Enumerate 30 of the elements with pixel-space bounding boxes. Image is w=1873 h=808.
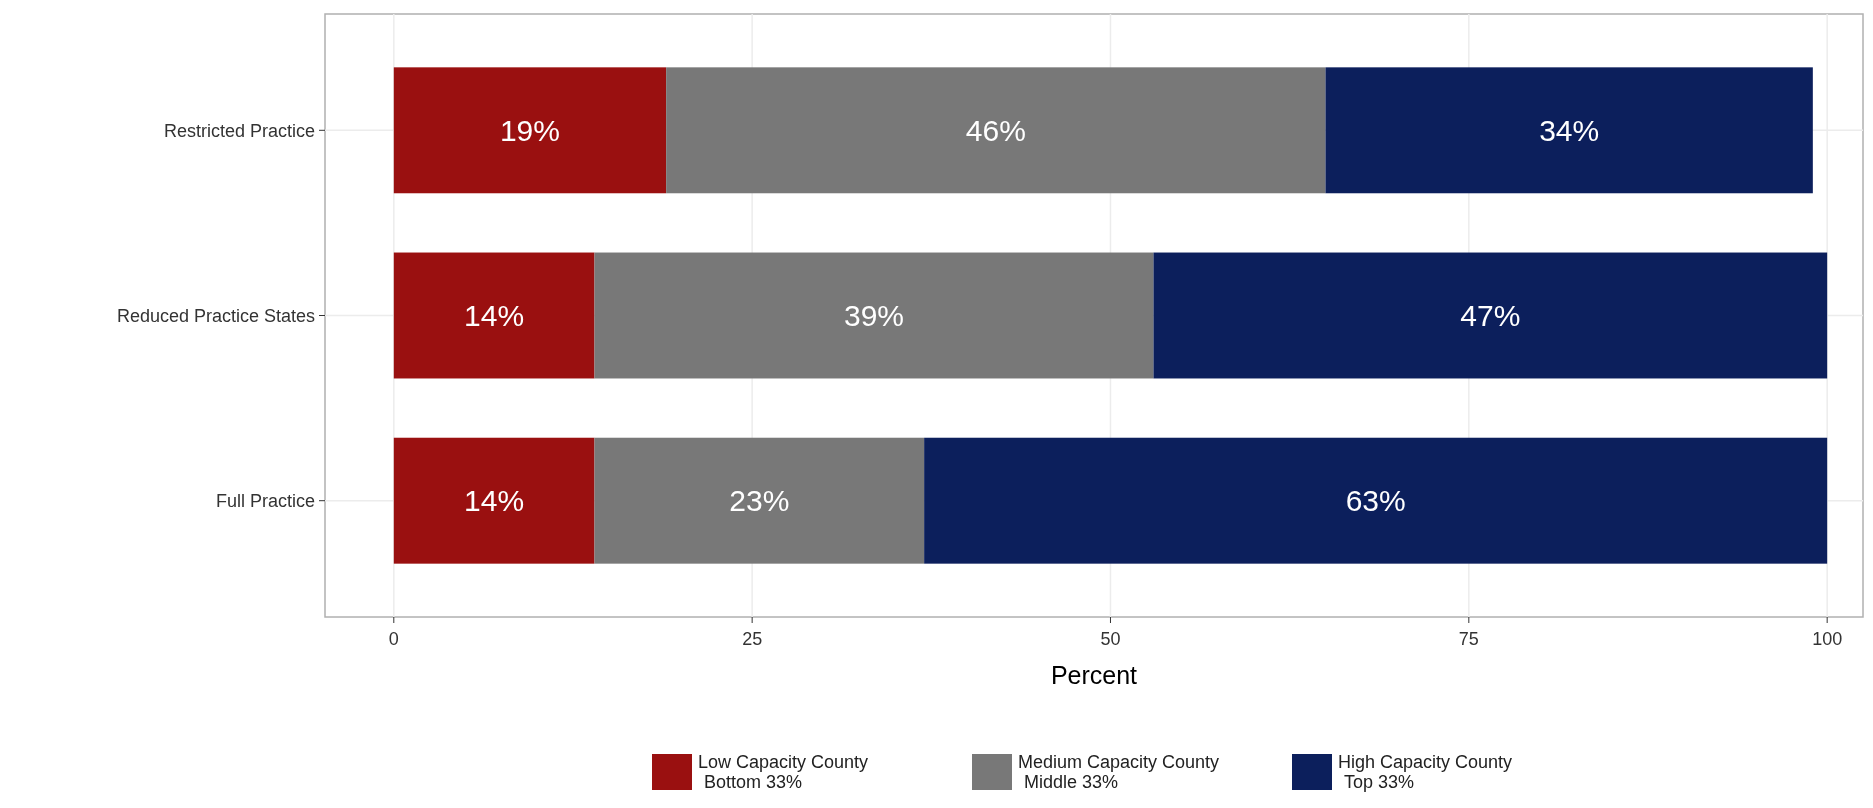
legend-label: Low Capacity County Bottom 33% xyxy=(698,752,869,792)
y-tick-label: Reduced Practice States xyxy=(116,305,315,326)
bar xyxy=(1325,67,1813,194)
bar xyxy=(1153,252,1828,379)
x-tick-label: 75 xyxy=(1458,629,1479,649)
data-label: 46% xyxy=(965,113,1026,147)
data-label: 34% xyxy=(1539,113,1600,147)
x-tick-label: 25 xyxy=(742,629,763,649)
bar xyxy=(393,67,667,194)
legend-label: High Capacity County Top 33% xyxy=(1338,752,1513,792)
bar xyxy=(594,252,1154,379)
y-tick-label: Full Practice xyxy=(215,491,315,511)
bar xyxy=(594,437,925,564)
data-label: 19% xyxy=(499,113,560,147)
bar xyxy=(393,252,595,379)
data-label: 14% xyxy=(464,484,525,518)
legend-label: Medium Capacity County Middle 33% xyxy=(1018,752,1220,792)
x-tick-label: 100 xyxy=(1812,629,1843,649)
data-label: 39% xyxy=(843,299,904,332)
data-label: 23% xyxy=(729,484,790,518)
data-label: 47% xyxy=(1460,299,1521,332)
x-tick-label: 50 xyxy=(1100,629,1121,649)
bar xyxy=(393,437,595,564)
x-axis-title: Percent xyxy=(1050,661,1138,689)
data-label: 14% xyxy=(464,299,525,332)
x-tick-label: 0 xyxy=(388,629,399,649)
data-label: 63% xyxy=(1345,484,1406,518)
bar xyxy=(666,67,1326,194)
y-tick-label: Restricted Practice xyxy=(163,120,315,141)
bar xyxy=(924,437,1828,564)
